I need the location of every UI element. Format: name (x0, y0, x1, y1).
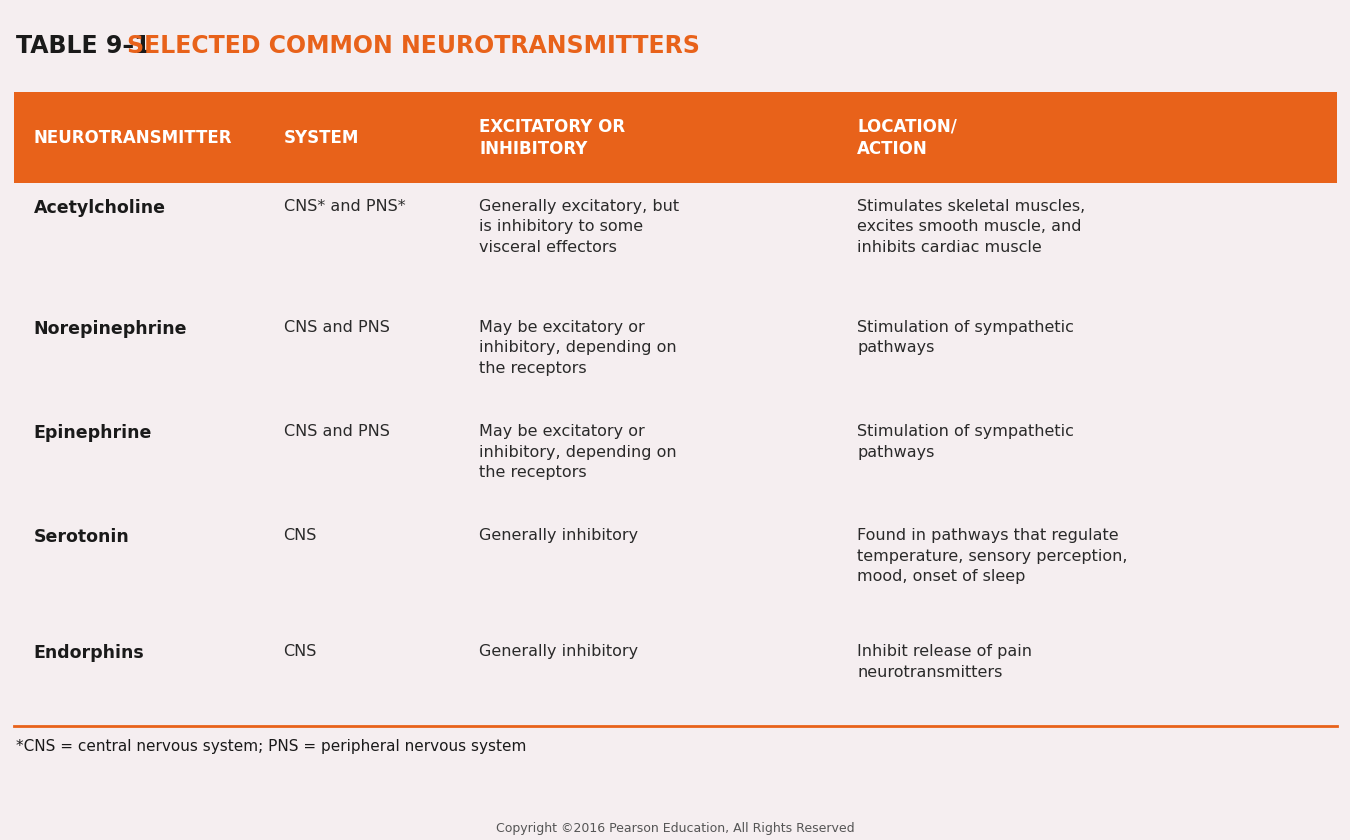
Text: NEUROTRANSMITTER: NEUROTRANSMITTER (34, 129, 232, 147)
Text: Copyright ©2016 Pearson Education, All Rights Reserved: Copyright ©2016 Pearson Education, All R… (495, 822, 855, 834)
Text: Stimulation of sympathetic
pathways: Stimulation of sympathetic pathways (857, 424, 1075, 459)
Bar (14, 633, 1336, 724)
Text: Stimulates skeletal muscles,
excites smooth muscle, and
inhibits cardiac muscle: Stimulates skeletal muscles, excites smo… (857, 199, 1085, 255)
Text: SELECTED COMMON NEUROTRANSMITTERS: SELECTED COMMON NEUROTRANSMITTERS (127, 34, 699, 58)
Text: *CNS = central nervous system; PNS = peripheral nervous system: *CNS = central nervous system; PNS = per… (16, 739, 526, 754)
Text: CNS: CNS (284, 528, 317, 543)
Text: Found in pathways that regulate
temperature, sensory perception,
mood, onset of : Found in pathways that regulate temperat… (857, 528, 1127, 584)
Text: Endorphins: Endorphins (34, 644, 144, 662)
Text: Inhibit release of pain
neurotransmitters: Inhibit release of pain neurotransmitter… (857, 644, 1033, 680)
Text: Norepinephrine: Norepinephrine (34, 320, 188, 338)
Text: CNS: CNS (284, 644, 317, 659)
Text: SYSTEM: SYSTEM (284, 129, 359, 147)
Text: Generally inhibitory: Generally inhibitory (479, 644, 639, 659)
Text: May be excitatory or
inhibitory, depending on
the receptors: May be excitatory or inhibitory, dependi… (479, 424, 676, 480)
Text: Stimulation of sympathetic
pathways: Stimulation of sympathetic pathways (857, 320, 1075, 355)
Text: Generally inhibitory: Generally inhibitory (479, 528, 639, 543)
Text: CNS* and PNS*: CNS* and PNS* (284, 199, 405, 214)
Text: Epinephrine: Epinephrine (34, 424, 153, 442)
Bar (14, 309, 1336, 408)
Text: Serotonin: Serotonin (34, 528, 130, 546)
Text: LOCATION/
ACTION: LOCATION/ ACTION (857, 118, 957, 158)
Bar (14, 413, 1336, 512)
Bar (14, 517, 1336, 628)
Text: TABLE 9–1: TABLE 9–1 (16, 34, 159, 58)
Text: Generally excitatory, but
is inhibitory to some
visceral effectors: Generally excitatory, but is inhibitory … (479, 199, 679, 255)
Text: EXCITATORY OR
INHIBITORY: EXCITATORY OR INHIBITORY (479, 118, 625, 158)
Text: Acetylcholine: Acetylcholine (34, 199, 166, 217)
Bar (14, 92, 1336, 183)
Text: CNS and PNS: CNS and PNS (284, 424, 389, 439)
Bar (14, 188, 1336, 304)
Text: CNS and PNS: CNS and PNS (284, 320, 389, 335)
Text: May be excitatory or
inhibitory, depending on
the receptors: May be excitatory or inhibitory, dependi… (479, 320, 676, 375)
